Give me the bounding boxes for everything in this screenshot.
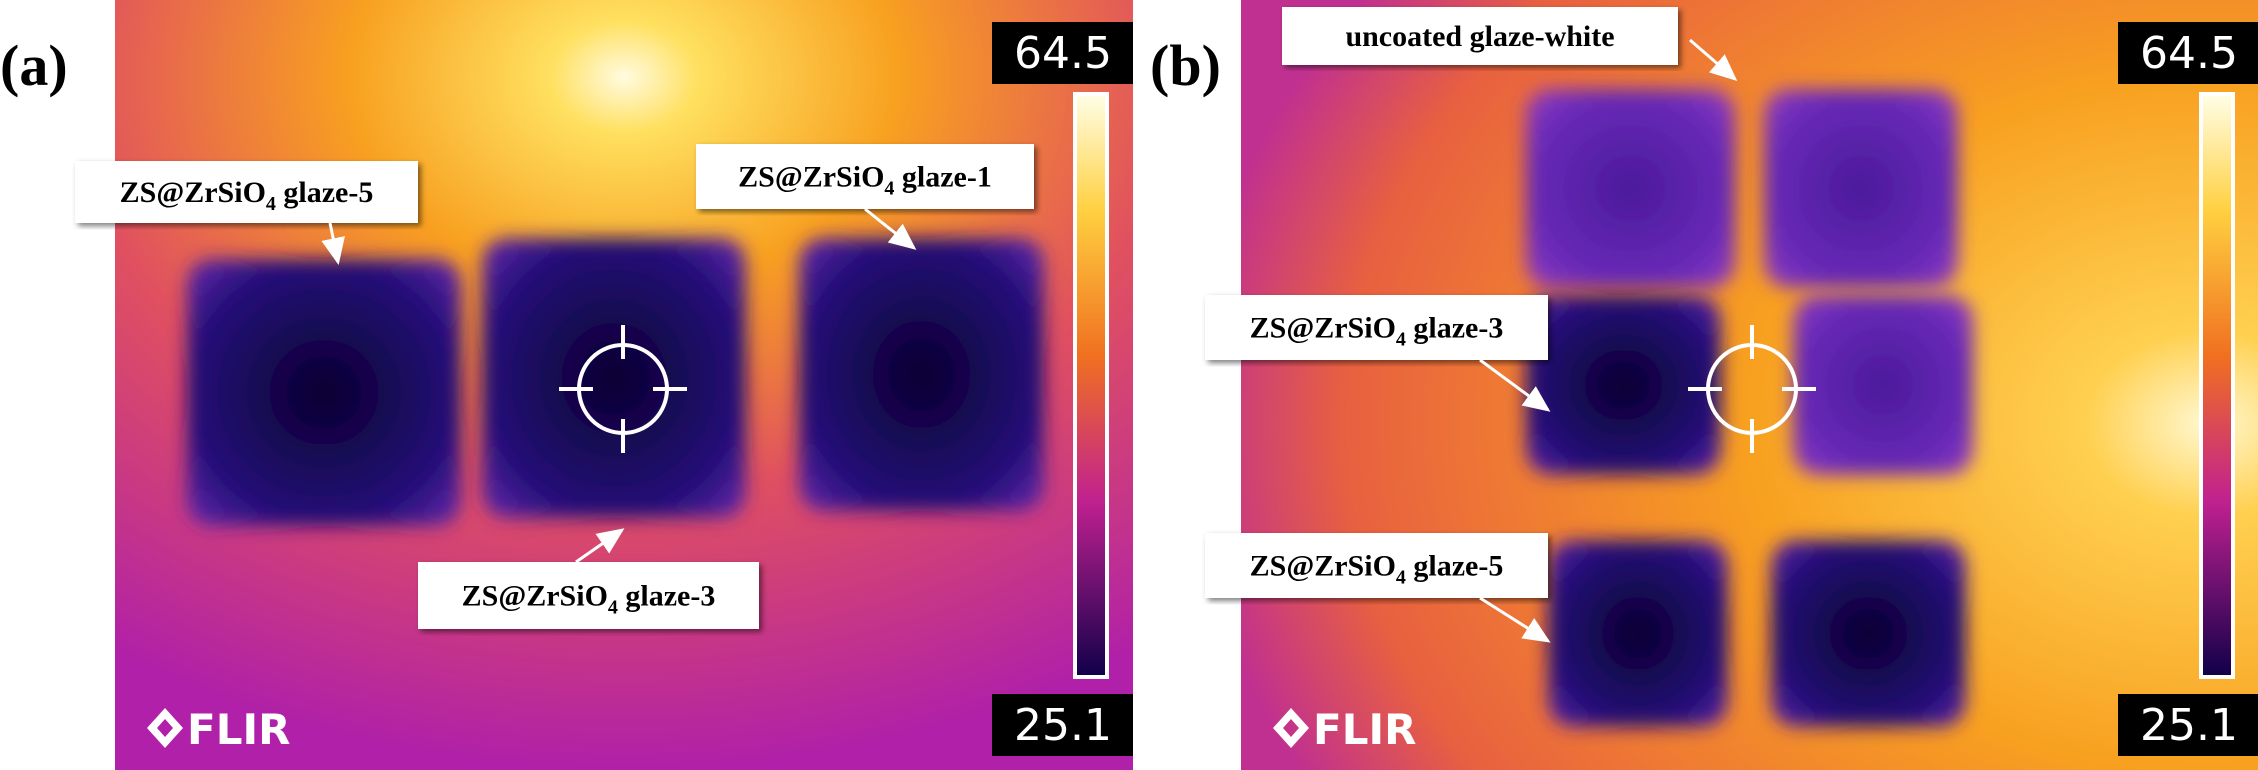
annotation: uncoated glaze-white: [1345, 20, 1614, 53]
thermal-panel: 64.5 25.1 FLIR uncoated glaze-white ZS@ZrSiO…: [1205, 0, 2258, 770]
annotation-text: ZS@ZrSiO: [462, 580, 608, 613]
annotation: ZS@ZrSiO4 glaze-1: [738, 161, 992, 200]
sample-tile: [1764, 89, 1958, 288]
annotation: ZS@ZrSiO4 glaze-3: [462, 580, 716, 619]
panel-label: (a): [0, 33, 68, 98]
annotation-subscript: 4: [266, 193, 276, 215]
annotation-arrow: [864, 207, 917, 250]
annotation-rest: glaze-1: [894, 161, 991, 194]
color-scale: [2199, 92, 2235, 679]
scale-max-box: [992, 22, 1133, 84]
annotation-arrow: [1479, 596, 1551, 643]
sample-tile: [799, 238, 1044, 511]
sample-tile: [1526, 295, 1721, 475]
annotation-text: ZS@ZrSiO: [1250, 312, 1396, 345]
scale-min-box: [992, 694, 1133, 756]
scale-max-box: [2118, 22, 2258, 84]
annotation-box: [1205, 295, 1548, 360]
scale-max: 64.5: [2140, 28, 2238, 79]
annotation-text: uncoated glaze-white: [1345, 20, 1614, 53]
sample-tile: [1526, 89, 1735, 288]
sample-tile: [1793, 295, 1973, 475]
annotation-text: ZS@ZrSiO: [120, 176, 266, 209]
scale-min-box: [2118, 694, 2258, 756]
sample-tile: [1771, 540, 1966, 727]
annotation-subscript: 4: [1396, 329, 1406, 351]
color-scale: [1073, 92, 1109, 679]
annotation-arrow: [1479, 358, 1551, 412]
annotation-subscript: 4: [1396, 567, 1406, 589]
annotation-rest: glaze-3: [618, 580, 715, 613]
annotation: ZS@ZrSiO4 glaze-3: [1250, 312, 1504, 351]
thermal-background: [1241, 0, 2258, 770]
annotation-box: [418, 562, 759, 629]
annotation-box: [1205, 533, 1548, 598]
annotation-arrow: [1689, 38, 1738, 81]
annotation-box: [1282, 7, 1678, 65]
logo-mark: [147, 708, 183, 748]
annotation-arrow: [575, 528, 625, 564]
logo-text: FLIR: [1313, 705, 1416, 754]
annotation-subscript: 4: [884, 178, 894, 200]
annotation-subscript: 4: [608, 597, 618, 619]
annotation-box: [696, 144, 1034, 209]
crosshair: [559, 325, 687, 453]
annotation-box: [75, 161, 418, 223]
scale-min: 25.1: [2140, 700, 2238, 751]
annotation-rest: glaze-5: [276, 176, 373, 209]
logo-text: FLIR: [187, 705, 290, 754]
annotation-arrow: [321, 222, 345, 265]
annotation: ZS@ZrSiO4 glaze-5: [120, 176, 374, 215]
annotation-text: ZS@ZrSiO: [738, 161, 884, 194]
annotation-rest: glaze-5: [1406, 550, 1503, 583]
scale-max: 64.5: [1014, 28, 1112, 79]
panel-label: (b): [1150, 33, 1221, 98]
annotation: ZS@ZrSiO4 glaze-5: [1250, 550, 1504, 589]
annotation-text: ZS@ZrSiO: [1250, 550, 1396, 583]
annotation-rest: glaze-3: [1406, 312, 1503, 345]
sample-tile: [482, 238, 746, 518]
logo-mark: [1273, 708, 1309, 748]
scale-min: 25.1: [1014, 700, 1112, 751]
sample-tile: [187, 259, 461, 526]
sample-tile: [1548, 540, 1728, 727]
crosshair: [1688, 325, 1816, 453]
